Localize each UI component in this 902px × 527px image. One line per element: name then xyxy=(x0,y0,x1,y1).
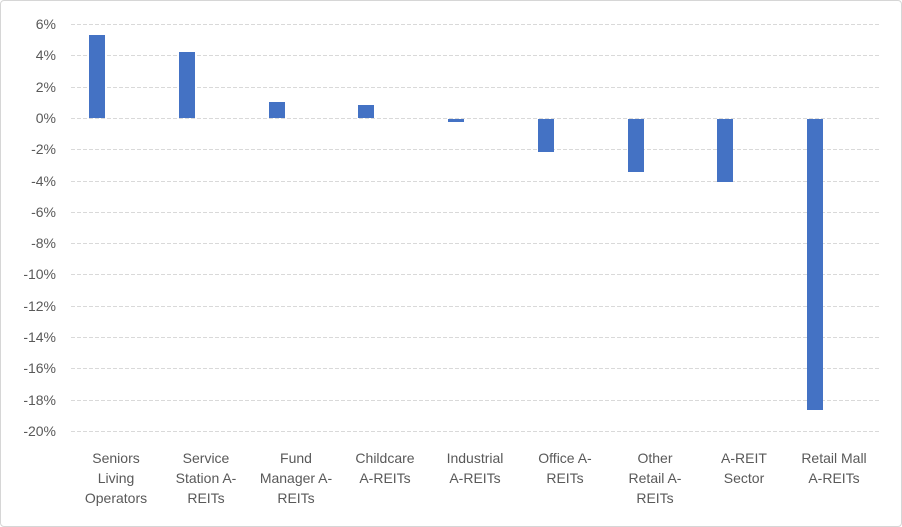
x-category-label: Service Station A- REITs xyxy=(175,450,237,506)
y-tick-label: -6% xyxy=(31,204,56,220)
x-category-label: Office A- REITs xyxy=(538,450,592,486)
bar xyxy=(448,119,464,122)
x-category-label: Industrial A-REITs xyxy=(446,450,504,486)
gridline xyxy=(71,337,879,338)
gridline xyxy=(71,368,879,369)
gridline xyxy=(71,181,879,182)
gridline xyxy=(71,212,879,213)
y-tick-label: 2% xyxy=(35,79,56,95)
gridline xyxy=(71,24,879,25)
bar xyxy=(628,119,644,172)
x-category-label: Retail Mall A-REITs xyxy=(801,450,867,486)
y-tick-label: -12% xyxy=(23,298,56,314)
gridline xyxy=(71,118,879,119)
gridline xyxy=(71,306,879,307)
y-tick-label: -10% xyxy=(23,266,56,282)
bar xyxy=(538,119,554,152)
gridline xyxy=(71,55,879,56)
y-tick-label: 0% xyxy=(35,110,56,126)
y-tick-label: -14% xyxy=(23,329,56,345)
x-category-label: A-REIT Sector xyxy=(721,450,767,486)
y-tick-label: -20% xyxy=(23,423,56,439)
gridline xyxy=(71,274,879,275)
gridline xyxy=(71,149,879,150)
y-tick-label: -16% xyxy=(23,360,56,376)
gridline xyxy=(71,400,879,401)
y-tick-label: 6% xyxy=(35,16,56,32)
bar xyxy=(717,119,733,182)
bar xyxy=(89,35,105,118)
gridline xyxy=(71,243,879,244)
bar xyxy=(269,102,285,118)
y-tick-label: -4% xyxy=(31,173,56,189)
bar xyxy=(807,119,823,410)
bar xyxy=(358,105,374,118)
y-tick-label: -2% xyxy=(31,141,56,157)
gridline xyxy=(71,87,879,88)
x-category-label: Other Retail A- REITs xyxy=(628,450,682,506)
gridline xyxy=(71,431,879,432)
x-category-label: Seniors Living Operators xyxy=(84,450,148,506)
y-tick-label: -18% xyxy=(23,392,56,408)
y-tick-label: -8% xyxy=(31,235,56,251)
x-category-label: Fund Manager A- REITs xyxy=(259,450,333,506)
y-tick-label: 4% xyxy=(35,47,56,63)
bar xyxy=(179,52,195,118)
x-category-label: Childcare A-REITs xyxy=(355,450,415,486)
